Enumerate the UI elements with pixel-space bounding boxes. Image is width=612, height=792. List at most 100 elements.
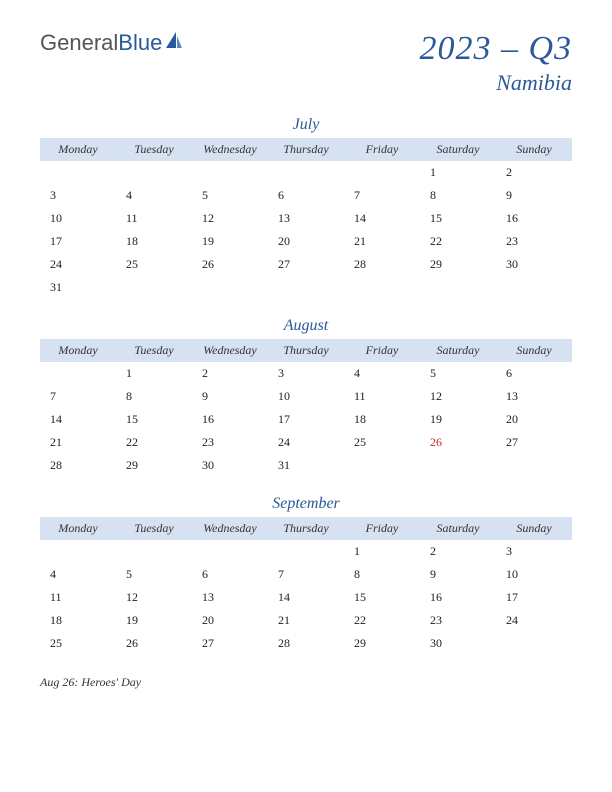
- day-header: Tuesday: [116, 339, 192, 362]
- calendar-cell: 16: [192, 408, 268, 431]
- calendar-cell: 17: [496, 586, 572, 609]
- calendar-cell: 22: [116, 431, 192, 454]
- calendar-cell: 16: [420, 586, 496, 609]
- calendar-cell: 4: [40, 563, 116, 586]
- calendar-cell: [192, 276, 268, 299]
- calendar-row: 31: [40, 276, 572, 299]
- calendar-cell: 19: [116, 609, 192, 632]
- calendar-cell: 6: [192, 563, 268, 586]
- calendar-cell: [496, 276, 572, 299]
- calendar-cell: 26: [192, 253, 268, 276]
- calendar-cell: 23: [420, 609, 496, 632]
- calendar-table: MondayTuesdayWednesdayThursdayFridaySatu…: [40, 138, 572, 299]
- calendar-cell: 28: [344, 253, 420, 276]
- calendar-cell: 1: [116, 362, 192, 385]
- calendar-cell: 21: [268, 609, 344, 632]
- calendar-cell: 14: [344, 207, 420, 230]
- logo: GeneralBlue: [40, 30, 184, 56]
- calendar-cell: 27: [268, 253, 344, 276]
- calendar-row: 17181920212223: [40, 230, 572, 253]
- calendar-cell: 18: [344, 408, 420, 431]
- calendar-cell: [344, 276, 420, 299]
- calendar-cell: 24: [496, 609, 572, 632]
- calendar-cell: 18: [116, 230, 192, 253]
- calendar-cell: 10: [496, 563, 572, 586]
- calendar-cell: [344, 161, 420, 184]
- calendar-cell: 29: [344, 632, 420, 655]
- calendar-cell: 30: [192, 454, 268, 477]
- calendar-cell: 14: [40, 408, 116, 431]
- month-block: SeptemberMondayTuesdayWednesdayThursdayF…: [40, 495, 572, 655]
- calendar-cell: 3: [268, 362, 344, 385]
- calendar-cell: [116, 161, 192, 184]
- calendar-cell: [268, 161, 344, 184]
- calendar-row: 11121314151617: [40, 586, 572, 609]
- calendar-table: MondayTuesdayWednesdayThursdayFridaySatu…: [40, 339, 572, 477]
- day-header: Friday: [344, 138, 420, 161]
- calendar-cell: 12: [192, 207, 268, 230]
- calendar-cell: 21: [344, 230, 420, 253]
- calendar-cell: [192, 161, 268, 184]
- calendar-cell: [40, 540, 116, 563]
- calendar-cell: 10: [268, 385, 344, 408]
- calendar-cell: 20: [268, 230, 344, 253]
- calendar-cell: 23: [192, 431, 268, 454]
- calendar-cell: 2: [192, 362, 268, 385]
- holiday-note: Aug 26: Heroes' Day: [40, 675, 572, 690]
- calendar-table: MondayTuesdayWednesdayThursdayFridaySatu…: [40, 517, 572, 655]
- calendar-cell: [192, 540, 268, 563]
- calendar-cell: 11: [344, 385, 420, 408]
- calendar-container: JulyMondayTuesdayWednesdayThursdayFriday…: [40, 116, 572, 655]
- calendar-cell: 12: [420, 385, 496, 408]
- calendar-cell: 28: [40, 454, 116, 477]
- day-header: Monday: [40, 517, 116, 540]
- calendar-cell: 27: [192, 632, 268, 655]
- calendar-cell: 15: [116, 408, 192, 431]
- day-header: Friday: [344, 517, 420, 540]
- day-header: Sunday: [496, 138, 572, 161]
- day-header: Thursday: [268, 138, 344, 161]
- day-header: Monday: [40, 339, 116, 362]
- calendar-cell: 15: [420, 207, 496, 230]
- day-header: Thursday: [268, 517, 344, 540]
- calendar-cell: 30: [496, 253, 572, 276]
- calendar-cell: 10: [40, 207, 116, 230]
- calendar-cell: 7: [344, 184, 420, 207]
- calendar-cell: 26: [420, 431, 496, 454]
- calendar-row: 18192021222324: [40, 609, 572, 632]
- calendar-row: 45678910: [40, 563, 572, 586]
- day-header: Tuesday: [116, 517, 192, 540]
- calendar-cell: 1: [420, 161, 496, 184]
- calendar-cell: 2: [420, 540, 496, 563]
- day-header: Wednesday: [192, 138, 268, 161]
- day-header: Sunday: [496, 339, 572, 362]
- calendar-row: 24252627282930: [40, 253, 572, 276]
- month-name: August: [40, 317, 572, 335]
- calendar-cell: 25: [40, 632, 116, 655]
- calendar-cell: [116, 540, 192, 563]
- calendar-cell: 11: [40, 586, 116, 609]
- calendar-cell: 31: [40, 276, 116, 299]
- calendar-row: 12: [40, 161, 572, 184]
- day-header: Friday: [344, 339, 420, 362]
- calendar-cell: 5: [420, 362, 496, 385]
- calendar-cell: 28: [268, 632, 344, 655]
- calendar-cell: 17: [40, 230, 116, 253]
- calendar-cell: 23: [496, 230, 572, 253]
- calendar-cell: 9: [420, 563, 496, 586]
- calendar-cell: 31: [268, 454, 344, 477]
- calendar-cell: 7: [40, 385, 116, 408]
- title-block: 2023 – Q3 Namibia: [419, 30, 572, 96]
- calendar-row: 3456789: [40, 184, 572, 207]
- calendar-cell: 2: [496, 161, 572, 184]
- calendar-cell: [40, 362, 116, 385]
- calendar-cell: 4: [116, 184, 192, 207]
- calendar-cell: 18: [40, 609, 116, 632]
- day-header: Wednesday: [192, 339, 268, 362]
- calendar-cell: 5: [192, 184, 268, 207]
- day-header: Monday: [40, 138, 116, 161]
- page-title: 2023 – Q3: [419, 30, 572, 68]
- calendar-cell: 14: [268, 586, 344, 609]
- calendar-cell: 24: [40, 253, 116, 276]
- calendar-cell: [268, 540, 344, 563]
